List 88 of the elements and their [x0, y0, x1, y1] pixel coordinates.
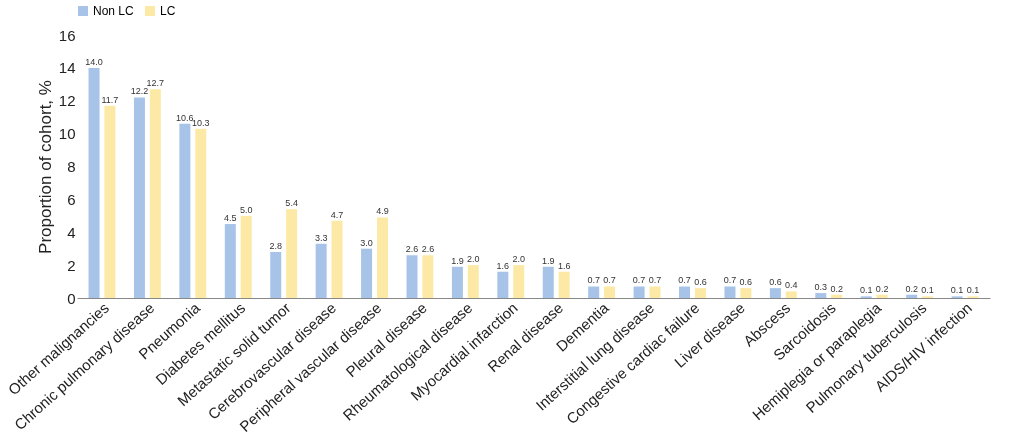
y-tick-label: 14 — [58, 59, 76, 77]
legend-label: Non LC — [93, 4, 135, 18]
bar — [451, 266, 463, 298]
bar — [315, 243, 327, 298]
data-label: 2.0 — [512, 254, 525, 265]
data-label: 0.7 — [632, 275, 646, 286]
bar — [831, 294, 843, 298]
bar — [649, 286, 661, 298]
bar — [376, 217, 388, 298]
data-label: 0.1 — [859, 285, 873, 296]
bar — [179, 123, 191, 298]
data-label: 0.2 — [875, 283, 889, 294]
data-label: 0.4 — [785, 280, 798, 291]
bar — [467, 265, 479, 298]
bar — [906, 294, 918, 298]
bar — [240, 215, 252, 298]
bar — [679, 286, 691, 298]
bar — [633, 286, 645, 298]
bar — [133, 97, 145, 298]
data-label: 10.6 — [176, 112, 194, 123]
bar — [497, 271, 509, 298]
data-label: 0.7 — [723, 275, 737, 286]
bar — [769, 288, 781, 298]
data-label: 3.0 — [360, 237, 373, 248]
data-label: 4.5 — [224, 213, 237, 224]
data-label: 2.8 — [269, 240, 282, 251]
bar — [104, 105, 116, 298]
bar — [558, 271, 570, 298]
data-label: 0.1 — [950, 285, 964, 296]
data-label: 14.0 — [85, 56, 103, 67]
bar — [604, 286, 616, 298]
y-tick-label: 0 — [67, 289, 76, 307]
data-label: 4.7 — [330, 209, 344, 220]
bar — [542, 266, 554, 298]
data-label: 5.0 — [239, 204, 253, 215]
bar — [149, 89, 161, 298]
data-label: 12.7 — [146, 78, 165, 89]
data-label: 1.6 — [496, 260, 510, 271]
bar — [88, 67, 100, 298]
bar — [588, 286, 600, 298]
bar — [724, 286, 736, 298]
data-label: 12.2 — [130, 86, 149, 97]
data-label: 0.7 — [648, 275, 662, 286]
bar — [815, 293, 827, 298]
bar — [785, 291, 797, 298]
data-label: 0.3 — [814, 282, 828, 293]
y-tick-label: 8 — [67, 158, 76, 175]
bar — [406, 255, 418, 298]
bar — [422, 255, 434, 298]
y-axis-title: Proportion of cohort, % — [35, 80, 55, 254]
bar — [195, 128, 207, 298]
data-label: 10.3 — [192, 117, 210, 128]
data-label: 3.3 — [314, 232, 328, 243]
data-label: 2.6 — [421, 244, 435, 255]
bar — [224, 224, 236, 298]
bar — [513, 265, 525, 298]
data-label: 0.6 — [769, 277, 782, 288]
y-tick-label: 2 — [67, 256, 76, 274]
data-label: 0.1 — [966, 285, 980, 296]
data-label: 4.9 — [376, 206, 389, 217]
data-label: 1.9 — [451, 255, 464, 266]
bar — [876, 294, 888, 298]
data-label: 11.7 — [101, 94, 119, 105]
data-label: 0.2 — [905, 283, 918, 294]
data-label: 0.7 — [587, 275, 600, 286]
data-label: 0.6 — [739, 277, 753, 288]
data-label: 5.4 — [285, 198, 298, 209]
y-tick-label: 12 — [58, 92, 76, 110]
data-label: 0.7 — [603, 275, 616, 286]
bar — [740, 288, 752, 298]
bar — [361, 248, 373, 298]
data-label: 0.6 — [694, 277, 707, 288]
data-label: 2.0 — [467, 254, 480, 265]
bar — [270, 251, 282, 298]
y-tick-label: 6 — [67, 190, 76, 208]
bar — [694, 288, 706, 298]
data-label: 0.2 — [830, 283, 843, 294]
data-label: 1.6 — [557, 260, 571, 271]
data-label: 1.9 — [542, 255, 555, 266]
data-label: 0.1 — [921, 285, 934, 296]
y-tick-label: 16 — [58, 26, 76, 44]
y-tick-label: 10 — [58, 125, 76, 143]
legend-label: LC — [160, 4, 176, 18]
data-label: 2.6 — [405, 244, 419, 255]
bar — [286, 209, 298, 298]
data-label: 0.7 — [678, 275, 691, 286]
bar — [331, 220, 343, 298]
y-tick-label: 4 — [67, 223, 76, 241]
